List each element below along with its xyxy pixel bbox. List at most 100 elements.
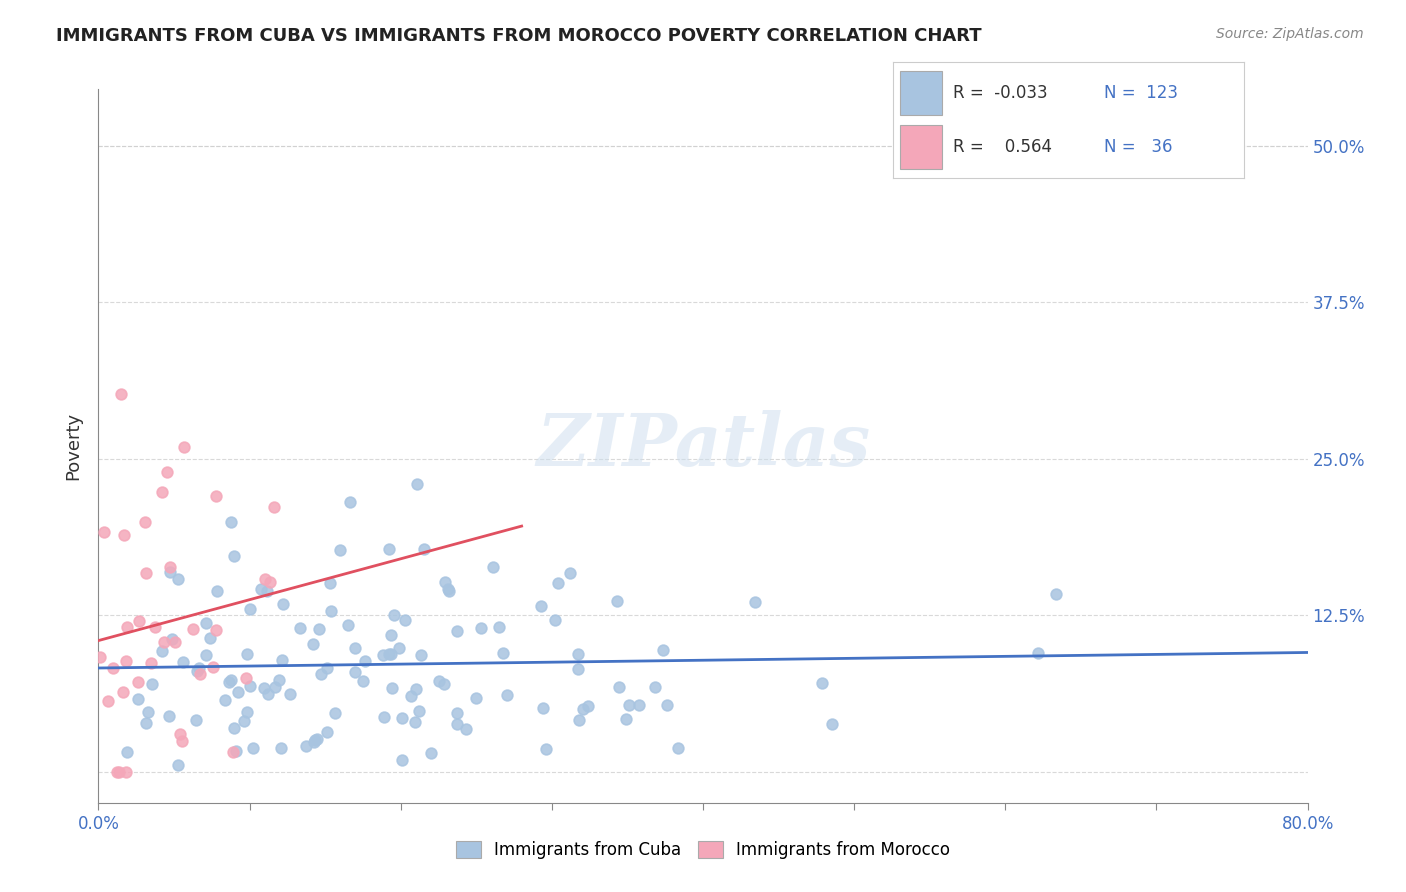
Point: [464, 690, 486, 705]
Legend: Immigrants from Cuba, Immigrants from Morocco: Immigrants from Cuba, Immigrants from Mo…: [449, 834, 957, 866]
Text: N =   36: N = 36: [1104, 138, 1173, 156]
Point: [378, 647, 401, 661]
Text: R =  -0.033: R = -0.033: [953, 84, 1047, 102]
Point: [302, 735, 325, 749]
Point: [169, 727, 191, 741]
Point: [319, 604, 342, 618]
Point: [187, 661, 209, 675]
Point: [534, 741, 557, 756]
Point: [141, 677, 163, 691]
Point: [165, 635, 187, 649]
Point: [382, 607, 405, 622]
Text: Source: ZipAtlas.com: Source: ZipAtlas.com: [1216, 27, 1364, 41]
Point: [202, 660, 225, 674]
Point: [267, 673, 290, 687]
Point: [264, 680, 287, 694]
Point: [115, 619, 138, 633]
Point: [236, 647, 259, 661]
Point: [219, 516, 242, 530]
Point: [181, 622, 204, 636]
Point: [380, 628, 402, 642]
Point: [150, 644, 173, 658]
Point: [160, 632, 183, 646]
Point: [172, 655, 194, 669]
Point: [127, 674, 149, 689]
Text: R =    0.564: R = 0.564: [953, 138, 1052, 156]
Point: [439, 584, 461, 599]
Point: [155, 466, 177, 480]
Point: [105, 764, 128, 779]
Point: [429, 673, 451, 688]
Point: [446, 624, 468, 638]
Point: [222, 549, 245, 564]
Point: [614, 712, 637, 726]
Point: [544, 613, 567, 627]
Point: [409, 648, 432, 662]
Point: [405, 681, 427, 696]
Point: [219, 673, 242, 688]
Point: [256, 584, 278, 599]
Point: [239, 602, 262, 616]
Point: [380, 647, 402, 661]
Point: [157, 709, 180, 723]
Point: [271, 652, 294, 666]
Point: [222, 745, 245, 759]
Point: [238, 680, 260, 694]
Point: [1028, 646, 1050, 660]
Point: [558, 566, 581, 581]
Point: [628, 698, 651, 713]
Point: [1045, 587, 1067, 601]
Point: [214, 692, 236, 706]
Point: [270, 741, 292, 756]
Point: [273, 597, 295, 611]
Point: [391, 711, 413, 725]
Point: [405, 714, 427, 729]
Point: [186, 664, 208, 678]
Point: [235, 671, 257, 685]
Point: [655, 698, 678, 712]
Y-axis label: Poverty: Poverty: [65, 412, 83, 480]
Point: [496, 688, 519, 702]
Point: [607, 681, 630, 695]
Point: [242, 740, 264, 755]
Text: N =  123: N = 123: [1104, 84, 1178, 102]
Point: [257, 687, 280, 701]
Point: [302, 637, 325, 651]
Point: [339, 495, 361, 509]
Point: [136, 705, 159, 719]
Point: [406, 477, 429, 491]
Point: [93, 525, 115, 540]
Point: [482, 559, 505, 574]
Point: [184, 713, 207, 727]
Point: [167, 758, 190, 772]
Point: [305, 731, 328, 746]
Point: [568, 713, 591, 727]
Point: [198, 631, 221, 645]
Point: [110, 386, 132, 401]
Point: [89, 649, 111, 664]
Point: [143, 620, 166, 634]
Point: [531, 701, 554, 715]
Point: [295, 739, 318, 754]
Point: [205, 583, 228, 598]
Point: [115, 745, 138, 759]
Point: [263, 500, 285, 514]
Text: ZIPatlas: ZIPatlas: [536, 410, 870, 482]
Point: [259, 574, 281, 589]
Point: [651, 643, 673, 657]
Point: [114, 764, 136, 779]
Point: [218, 675, 240, 690]
Point: [576, 699, 599, 714]
Point: [170, 734, 193, 748]
Point: [547, 576, 569, 591]
Point: [101, 661, 124, 675]
Point: [373, 710, 395, 724]
Point: [353, 654, 375, 668]
Point: [316, 725, 339, 739]
Point: [112, 528, 135, 542]
Point: [446, 706, 468, 720]
Point: [308, 622, 330, 636]
Point: [278, 687, 301, 701]
Point: [567, 647, 589, 661]
Point: [315, 661, 337, 675]
